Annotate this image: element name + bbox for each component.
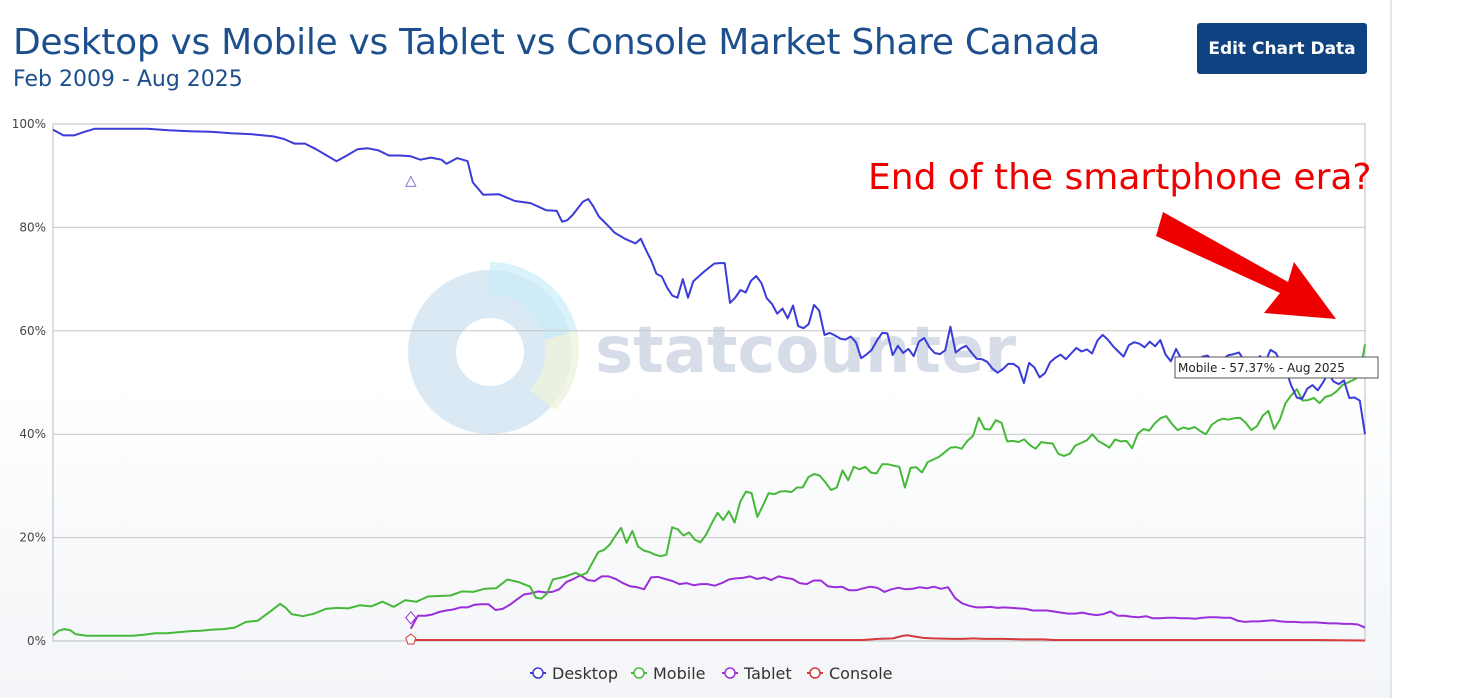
y-tick-label: 20% — [19, 531, 46, 545]
legend-label: Desktop — [552, 664, 618, 683]
page-title: Desktop vs Mobile vs Tablet vs Console M… — [13, 22, 1101, 63]
watermark-logo-segment-blue — [490, 262, 577, 340]
edit-chart-data-button[interactable]: Edit Chart Data — [1197, 23, 1367, 74]
legend-swatch-marker — [633, 667, 645, 679]
y-tick-label: 0% — [27, 634, 46, 648]
tooltip-text: Mobile - 57.37% - Aug 2025 — [1178, 361, 1345, 375]
annotation-arrow — [1156, 212, 1336, 319]
legend-label: Tablet — [743, 664, 792, 683]
tooltip-box — [1174, 356, 1379, 379]
watermark: statcounter — [408, 262, 1017, 434]
watermark-text: statcounter — [595, 314, 1017, 388]
y-tick-label: 40% — [19, 427, 46, 441]
tablet-marker — [405, 610, 417, 625]
desktop-marker — [405, 175, 417, 187]
grid: 0% 20% 40% 60% 80% 100% — [12, 117, 1365, 648]
series-line-mobile — [52, 344, 1366, 637]
page-background — [0, 0, 1390, 698]
page-subtitle: Feb 2009 - Aug 2025 — [13, 67, 243, 92]
legend-item-desktop[interactable]: Desktop — [530, 664, 618, 683]
y-tick-label: 100% — [12, 117, 46, 131]
legend[interactable]: Desktop Mobile Tablet Console — [530, 664, 893, 683]
y-tick-label: 80% — [19, 220, 46, 234]
y-tick-label: 60% — [19, 324, 46, 338]
legend-swatch-marker — [532, 667, 544, 679]
annotation-text: End of the smartphone era? — [868, 157, 1372, 198]
watermark-logo-segment-yellow — [530, 330, 579, 410]
tooltip: Mobile - 57.37% - Aug 2025 — [1174, 356, 1379, 379]
legend-swatch-marker — [809, 667, 821, 679]
annotation: End of the smartphone era? — [868, 157, 1372, 319]
series-markers — [405, 175, 417, 645]
legend-item-mobile[interactable]: Mobile — [631, 664, 705, 683]
legend-item-tablet[interactable]: Tablet — [722, 664, 792, 683]
console-marker — [405, 633, 417, 645]
right-divider — [1390, 0, 1392, 698]
series-line-tablet — [409, 574, 1366, 630]
series-line-console — [410, 634, 1366, 642]
chart: statcounter 0% 20% 40% 60% 80% 100% End of th… — [12, 117, 1379, 683]
legend-label: Console — [829, 664, 893, 683]
legend-item-console[interactable]: Console — [807, 664, 893, 683]
legend-label: Mobile — [653, 664, 705, 683]
legend-swatch-marker — [724, 667, 736, 679]
